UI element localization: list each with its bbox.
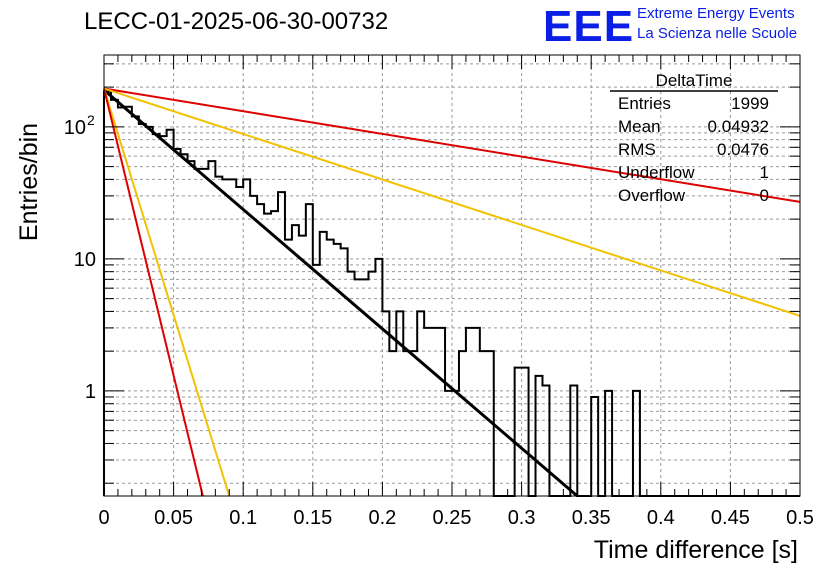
stat-label: RMS: [618, 140, 656, 159]
x-axis-label: Time difference [s]: [594, 536, 798, 564]
x-tick-label: 0.05: [154, 507, 193, 529]
logo-subtitle-1: Extreme Energy Events: [637, 5, 795, 22]
stat-value: 0: [760, 186, 769, 205]
x-tick-label: 0.35: [572, 507, 611, 529]
eee-logo: EEE: [543, 2, 635, 51]
reference-line: [103, 88, 204, 497]
reference-line: [103, 87, 801, 317]
stat-label: Overflow: [618, 186, 686, 205]
logo-subtitle-2: La Scienza nelle Scuole: [637, 25, 798, 42]
x-tick-label: 0.45: [711, 507, 750, 529]
stats-name: DeltaTime: [656, 71, 733, 90]
stat-value: 0.04932: [708, 117, 769, 136]
y-tick-label: 10: [64, 117, 86, 139]
x-tick-label: 0.15: [293, 507, 332, 529]
stat-label: Underflow: [618, 163, 695, 182]
stat-label: Mean: [618, 117, 661, 136]
y-axis-label: Entries/bin: [15, 123, 43, 241]
stat-value: 1: [760, 163, 769, 182]
y-tick-exponent: 2: [87, 112, 95, 128]
stat-label: Entries: [618, 94, 671, 113]
axis-ticks: 0 0.05 0.1 0.15 0.2 0.25 0.3 0.35 0.4 0.45 0.51101…: [64, 55, 814, 529]
y-tick-label: 1: [85, 381, 96, 403]
plot-title: LECC-01-2025-06-30-00732: [84, 8, 389, 35]
stat-value: 1999: [731, 94, 769, 113]
reference-line: [103, 87, 801, 203]
x-tick-label: 0: [98, 507, 109, 529]
x-tick-label: 0.1: [229, 507, 257, 529]
fit-lines: [103, 87, 801, 498]
x-tick-label: 0.3: [508, 507, 536, 529]
y-tick-label: 10: [74, 249, 96, 271]
x-tick-label: 0.25: [433, 507, 472, 529]
stats-box: DeltaTime Entries 1999 Mean 0.04932 RMS …: [610, 71, 778, 205]
fit-line: [103, 88, 579, 498]
x-tick-label: 0.2: [368, 507, 396, 529]
x-tick-label: 0.4: [647, 507, 675, 529]
reference-line: [103, 88, 231, 497]
stat-value: 0.0476: [717, 140, 769, 159]
x-tick-label: 0.5: [786, 507, 814, 529]
